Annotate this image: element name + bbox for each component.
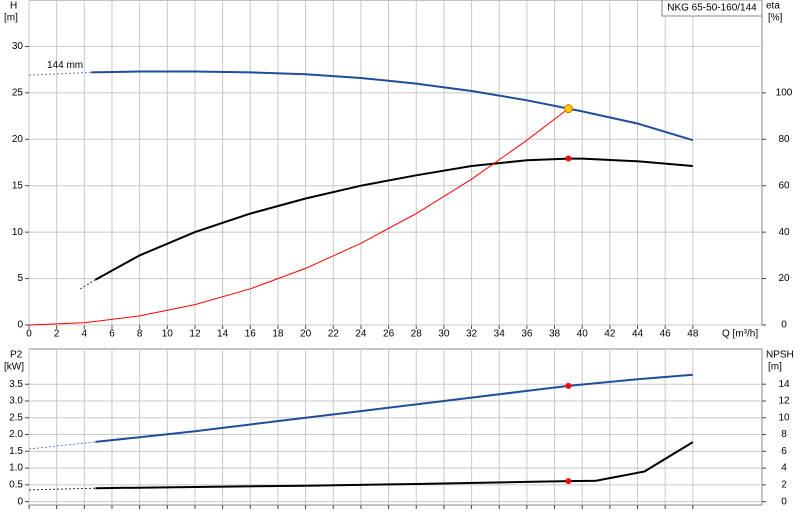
- operating-point: [565, 155, 572, 162]
- operating-point: [565, 382, 572, 389]
- x-tick-label: 44: [632, 329, 644, 340]
- y2-tick-label: 10: [778, 412, 790, 423]
- y-tick-label: 15: [12, 180, 24, 191]
- x-tick-label: 16: [245, 329, 257, 340]
- x-tick-label: 30: [438, 329, 450, 340]
- y-tick-label: 25: [12, 87, 24, 98]
- x-tick-label: 32: [466, 329, 478, 340]
- y2-tick-label: 4: [781, 463, 787, 474]
- y-axis-unit: [kW]: [4, 362, 24, 373]
- y2-tick-label: 2: [781, 480, 787, 491]
- y-axis-label: H: [10, 1, 17, 12]
- y-tick-label: 1.0: [9, 463, 23, 474]
- y2-tick-label: 0: [781, 496, 787, 507]
- y-axis-unit: [m]: [4, 13, 18, 24]
- x-tick-label: 6: [109, 329, 115, 340]
- y2-tick-label: 40: [778, 227, 790, 238]
- curve: [95, 441, 694, 490]
- x-tick-label: 28: [411, 329, 423, 340]
- title-box: [661, 0, 763, 17]
- y-tick-label: 1.5: [9, 446, 23, 457]
- y-tick-label: 5: [17, 273, 23, 284]
- y-axis-label: P2: [10, 350, 23, 361]
- x-tick-label: 24: [355, 329, 367, 340]
- x-tick-label: 0: [26, 329, 32, 340]
- curve-annotation: 144 mm: [47, 60, 83, 71]
- x-tick-label: 12: [189, 329, 201, 340]
- x-tick-label: 38: [549, 329, 561, 340]
- curve: [28, 441, 96, 450]
- curve: [94, 157, 693, 281]
- y-tick-label: 0: [17, 320, 23, 331]
- x-tick-label: 42: [604, 329, 616, 340]
- y2-axis-unit: [%]: [768, 13, 783, 24]
- curve: [91, 70, 694, 142]
- x-tick-label: 20: [300, 329, 312, 340]
- plot-frame: [28, 348, 763, 506]
- y-tick-label: 3.5: [9, 379, 23, 390]
- y-tick-label: 10: [12, 227, 24, 238]
- y-tick-label: 2.0: [9, 429, 23, 440]
- x-tick-label: 2: [54, 329, 60, 340]
- x-tick-label: 26: [383, 329, 395, 340]
- x-tick-label: 4: [82, 329, 88, 340]
- x-axis-label: Q [m³/h]: [722, 329, 758, 340]
- y2-tick-label: 12: [778, 396, 790, 407]
- y2-tick-label: 6: [781, 446, 787, 457]
- y2-tick-label: 14: [778, 379, 790, 390]
- y-tick-label: 20: [12, 134, 24, 145]
- curve: [79, 279, 96, 290]
- y2-tick-label: 20: [778, 273, 790, 284]
- x-tick-label: 48: [687, 329, 699, 340]
- y2-axis-label: NPSH: [766, 350, 794, 361]
- y-tick-label: 30: [12, 41, 24, 52]
- x-tick-label: 36: [521, 329, 533, 340]
- x-tick-label: 22: [328, 329, 340, 340]
- y2-axis-unit: [m]: [768, 362, 782, 373]
- curve: [28, 487, 96, 491]
- x-tick-label: 18: [272, 329, 284, 340]
- y2-tick-label: 100: [776, 87, 793, 98]
- y2-axis-label: eta: [766, 1, 780, 12]
- y2-tick-label: 80: [778, 134, 790, 145]
- x-tick-label: 40: [577, 329, 589, 340]
- y-tick-label: 0: [17, 496, 23, 507]
- x-tick-label: 10: [162, 329, 174, 340]
- y-tick-label: 3.0: [9, 396, 23, 407]
- chart-title: NKG 65-50-160/144: [667, 3, 757, 14]
- y2-tick-label: 60: [778, 180, 790, 191]
- y-tick-label: 0.5: [9, 480, 23, 491]
- x-tick-label: 46: [660, 329, 672, 340]
- y2-tick-label: 8: [781, 429, 787, 440]
- operating-point: [565, 478, 572, 485]
- curve: [95, 373, 693, 443]
- x-tick-label: 8: [137, 329, 143, 340]
- x-tick-label: 14: [217, 329, 229, 340]
- operating-point: [563, 104, 573, 114]
- y-tick-label: 2.5: [9, 412, 23, 423]
- x-tick-label: 34: [494, 329, 506, 340]
- curve: [28, 108, 569, 326]
- y2-tick-label: 0: [781, 320, 787, 331]
